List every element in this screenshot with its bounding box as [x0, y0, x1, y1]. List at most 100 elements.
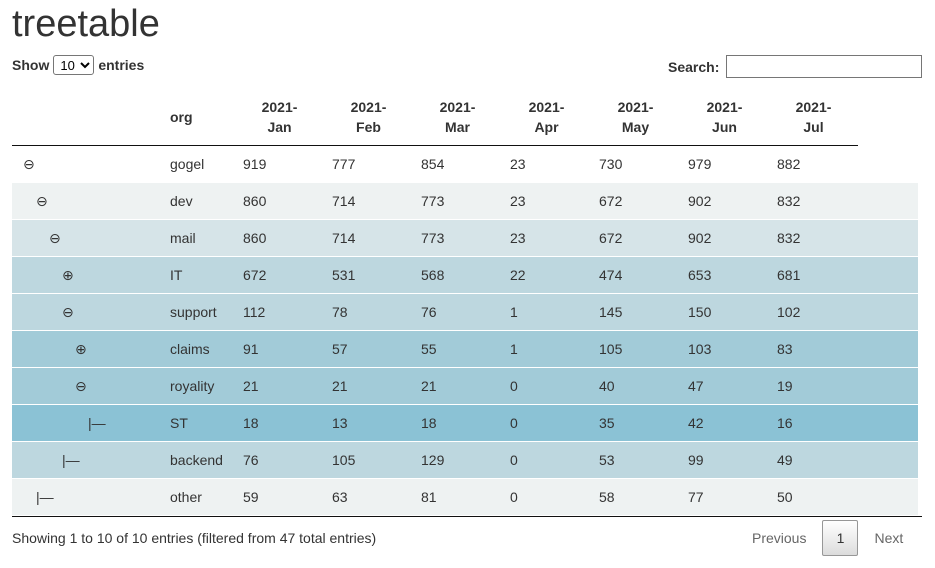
tree-toggle-cell: ⊕	[12, 256, 162, 294]
org-cell: royality	[162, 367, 235, 405]
org-cell: mail	[162, 219, 235, 257]
table-header-row: org 2021- Jan 2021- Feb 2021- Mar 2021- Apr 2…	[12, 88, 918, 146]
row-filler	[858, 367, 918, 405]
value-cell: 23	[502, 145, 591, 183]
row-filler	[858, 145, 918, 183]
value-cell: 58	[591, 478, 680, 515]
previous-button[interactable]: Previous	[752, 530, 807, 546]
tree-toggle-cell: ⊖	[12, 219, 162, 257]
org-cell: ST	[162, 404, 235, 442]
length-menu: Show 10 entries	[12, 55, 144, 75]
value-cell: 76	[413, 293, 502, 331]
next-button[interactable]: Next	[874, 530, 904, 546]
org-cell: other	[162, 478, 235, 515]
collapse-icon[interactable]: ⊖	[62, 303, 74, 320]
column-header-month[interactable]: 2021- Mar	[413, 88, 502, 146]
column-header-org[interactable]: org	[162, 88, 235, 146]
value-cell: 0	[502, 441, 591, 479]
row-filler	[858, 256, 918, 294]
value-cell: 672	[591, 219, 680, 257]
value-cell: 47	[680, 367, 769, 405]
value-cell: 49	[769, 441, 858, 479]
value-cell: 53	[591, 441, 680, 479]
value-cell: 50	[769, 478, 858, 515]
value-cell: 16	[769, 404, 858, 442]
value-cell: 42	[680, 404, 769, 442]
page-1-button[interactable]: 1	[822, 520, 859, 556]
value-cell: 902	[680, 219, 769, 257]
expand-icon[interactable]: ⊕	[62, 266, 74, 283]
org-cell: gogel	[162, 145, 235, 183]
value-cell: 18	[413, 404, 502, 442]
page-title: treetable	[12, 3, 160, 45]
value-cell: 672	[591, 182, 680, 220]
entries-label: entries	[98, 57, 145, 73]
tree-toggle-cell: ⊖	[12, 145, 162, 183]
org-cell: support	[162, 293, 235, 331]
collapse-icon[interactable]: ⊖	[36, 192, 48, 209]
row-filler	[858, 219, 918, 257]
row-filler	[858, 478, 918, 515]
value-cell: 0	[502, 478, 591, 515]
value-cell: 81	[413, 478, 502, 515]
value-cell: 145	[591, 293, 680, 331]
value-cell: 23	[502, 219, 591, 257]
expand-icon[interactable]: ⊕	[75, 340, 87, 357]
value-cell: 13	[324, 404, 413, 442]
value-cell: 83	[769, 330, 858, 368]
toggle-column-header[interactable]	[12, 88, 162, 146]
tree-toggle-cell: |—	[12, 404, 162, 442]
value-cell: 59	[235, 478, 324, 515]
tree-table: org 2021- Jan 2021- Feb 2021- Mar 2021- Apr 2…	[12, 88, 918, 515]
value-cell: 773	[413, 182, 502, 220]
column-header-month[interactable]: 2021- Apr	[502, 88, 591, 146]
value-cell: 21	[324, 367, 413, 405]
column-header-month[interactable]: 2021- May	[591, 88, 680, 146]
column-header-month[interactable]: 2021- Jan	[235, 88, 324, 146]
value-cell: 78	[324, 293, 413, 331]
value-cell: 0	[502, 367, 591, 405]
table-row: ⊕ claims 91 57 55 1 105 103 83	[12, 330, 918, 368]
collapse-icon[interactable]: ⊖	[49, 229, 61, 246]
org-cell: backend	[162, 441, 235, 479]
value-cell: 105	[591, 330, 680, 368]
column-header-month[interactable]: 2021- Feb	[324, 88, 413, 146]
value-cell: 653	[680, 256, 769, 294]
tree-toggle-cell: ⊖	[12, 293, 162, 331]
value-cell: 102	[769, 293, 858, 331]
search-box: Search:	[668, 55, 923, 78]
tree-toggle-cell: ⊖	[12, 182, 162, 220]
value-cell: 919	[235, 145, 324, 183]
value-cell: 672	[235, 256, 324, 294]
tree-toggle-cell: |—	[12, 441, 162, 479]
leaf-connector-icon: |—	[88, 415, 106, 431]
value-cell: 902	[680, 182, 769, 220]
value-cell: 63	[324, 478, 413, 515]
row-filler	[858, 293, 918, 331]
value-cell: 21	[235, 367, 324, 405]
row-filler	[858, 330, 918, 368]
value-cell: 23	[502, 182, 591, 220]
column-header-month[interactable]: 2021- Jul	[769, 88, 858, 146]
value-cell: 568	[413, 256, 502, 294]
column-header-month[interactable]: 2021- Jun	[680, 88, 769, 146]
entries-select[interactable]: 10	[53, 55, 95, 75]
leaf-connector-icon: |—	[62, 452, 80, 468]
tree-toggle-cell: ⊕	[12, 330, 162, 368]
value-cell: 21	[413, 367, 502, 405]
leaf-connector-icon: |—	[36, 489, 54, 505]
collapse-icon[interactable]: ⊖	[75, 377, 87, 394]
value-cell: 832	[769, 219, 858, 257]
value-cell: 103	[680, 330, 769, 368]
collapse-icon[interactable]: ⊖	[23, 155, 35, 172]
org-cell: IT	[162, 256, 235, 294]
value-cell: 777	[324, 145, 413, 183]
search-input[interactable]	[726, 55, 923, 78]
table-row: |— other 59 63 81 0 58 77 50	[12, 478, 918, 515]
table-row: |— backend 76 105 129 0 53 99 49	[12, 441, 918, 479]
value-cell: 979	[680, 145, 769, 183]
value-cell: 860	[235, 182, 324, 220]
value-cell: 714	[324, 182, 413, 220]
value-cell: 105	[324, 441, 413, 479]
value-cell: 1	[502, 293, 591, 331]
